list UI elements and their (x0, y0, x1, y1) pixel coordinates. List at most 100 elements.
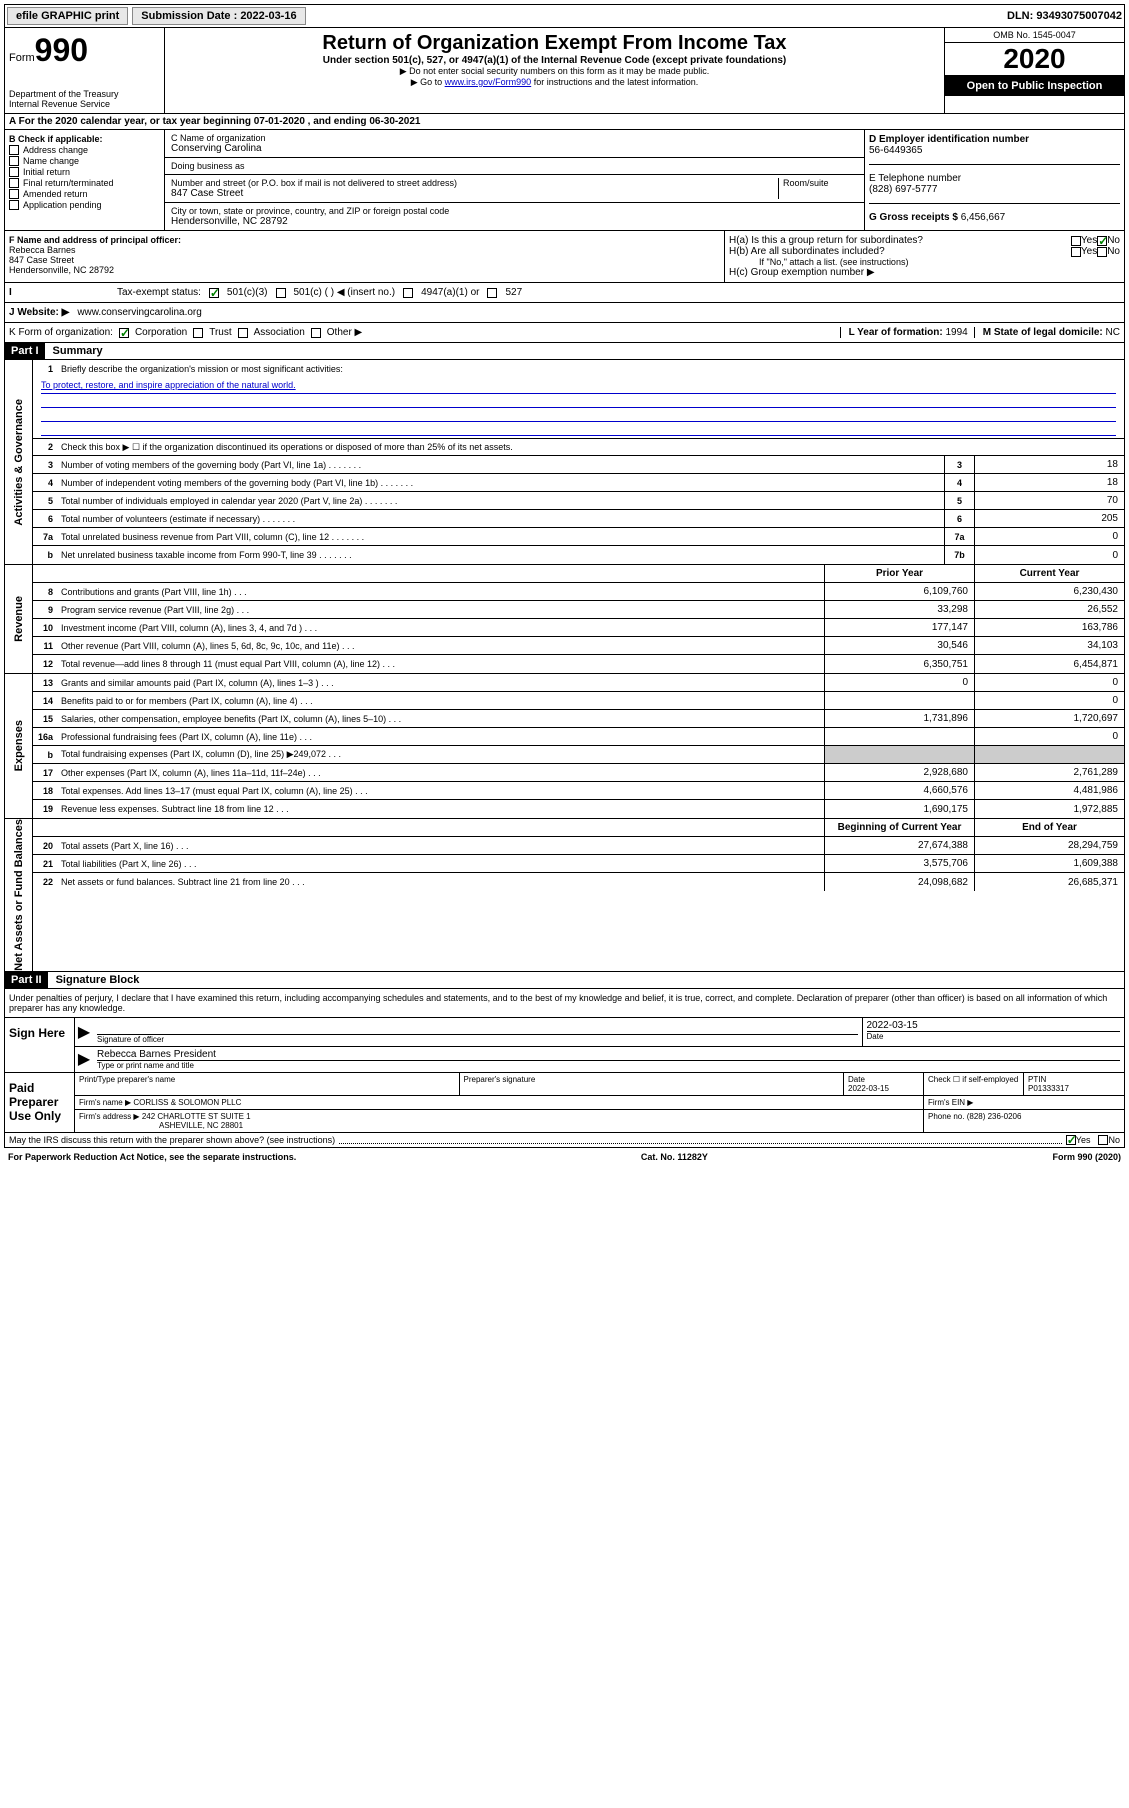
prep-self-emp: Check ☐ if self-employed (924, 1073, 1024, 1095)
irs-label: Internal Revenue Service (9, 99, 160, 109)
cb-assoc[interactable] (238, 328, 248, 338)
table-row: Number of voting members of the governin… (57, 458, 944, 472)
current-value: 34,103 (974, 637, 1124, 654)
city-label: City or town, state or province, country… (171, 206, 858, 216)
sign-date-label: Date (867, 1031, 1121, 1041)
current-value: 2,761,289 (974, 764, 1124, 781)
year-formation: 1994 (945, 327, 967, 338)
current-value: 1,609,388 (974, 855, 1124, 872)
hb-note: If "No," attach a list. (see instruction… (729, 257, 1120, 267)
sign-date: 2022-03-15 (867, 1020, 1121, 1031)
cb-other[interactable] (311, 328, 321, 338)
cb-app-pending[interactable] (9, 200, 19, 210)
side-expenses: Expenses (5, 674, 33, 818)
cb-final-return[interactable] (9, 178, 19, 188)
table-row: Total unrelated business revenue from Pa… (57, 530, 944, 544)
cb-ha-no[interactable] (1097, 236, 1107, 246)
domicile-label: M State of legal domicile: (983, 327, 1106, 338)
tax-year: 2020 (945, 43, 1124, 76)
col-current-year: Current Year (974, 565, 1124, 582)
prior-value: 30,546 (824, 637, 974, 654)
dba-label: Doing business as (171, 161, 858, 171)
phone-label: E Telephone number (869, 173, 1120, 184)
officer-addr2: Hendersonville, NC 28792 (9, 265, 720, 275)
cb-name-change[interactable] (9, 156, 19, 166)
prior-value: 6,109,760 (824, 583, 974, 600)
cb-amended[interactable] (9, 189, 19, 199)
form-number: 990 (35, 32, 88, 68)
prior-value (824, 692, 974, 709)
form-word: Form (9, 52, 35, 64)
org-name: Conserving Carolina (171, 143, 858, 154)
discuss-label: May the IRS discuss this return with the… (9, 1135, 335, 1145)
officer-print-name: Rebecca Barnes President (97, 1049, 1120, 1060)
sig-arrow-icon: ▶ (75, 1047, 93, 1072)
gross-value: 6,456,667 (961, 212, 1006, 223)
cb-hb-yes[interactable] (1071, 247, 1081, 257)
irs-link[interactable]: www.irs.gov/Form990 (445, 77, 532, 87)
cat-no: Cat. No. 11282Y (641, 1152, 708, 1162)
line-value: 205 (974, 510, 1124, 527)
table-row: Professional fundraising fees (Part IX, … (57, 730, 824, 744)
cb-501c[interactable] (276, 288, 286, 298)
prior-value: 2,928,680 (824, 764, 974, 781)
cb-trust[interactable] (193, 328, 203, 338)
cb-initial-return[interactable] (9, 167, 19, 177)
table-row: Net assets or fund balances. Subtract li… (57, 875, 824, 889)
ein-value: 56-6449365 (869, 145, 1120, 156)
table-row: Net unrelated business taxable income fr… (57, 548, 944, 562)
website-label: J Website: ▶ (9, 307, 69, 318)
prior-value: 1,690,175 (824, 800, 974, 818)
paid-preparer-label: Paid Preparer Use Only (5, 1073, 75, 1132)
cb-hb-no[interactable] (1097, 247, 1107, 257)
submission-date-button[interactable]: Submission Date : 2022-03-16 (132, 7, 305, 25)
officer-name: Rebecca Barnes (9, 245, 720, 255)
current-value: 0 (974, 728, 1124, 745)
ptin-value: P01333317 (1028, 1084, 1120, 1093)
side-revenue: Revenue (5, 565, 33, 673)
table-row: Other revenue (Part VIII, column (A), li… (57, 639, 824, 653)
prior-value (824, 746, 974, 763)
table-row: Total assets (Part X, line 16) . . . (57, 839, 824, 853)
cb-discuss-yes[interactable] (1066, 1135, 1076, 1145)
cb-527[interactable] (487, 288, 497, 298)
cb-address-change[interactable] (9, 145, 19, 155)
efile-print-button[interactable]: efile GRAPHIC print (7, 7, 128, 25)
current-value: 1,972,885 (974, 800, 1124, 818)
officer-sig-label: Signature of officer (97, 1034, 858, 1044)
prior-value (824, 728, 974, 745)
table-row: Total liabilities (Part X, line 26) . . … (57, 857, 824, 871)
cb-ha-yes[interactable] (1071, 236, 1081, 246)
sign-here-label: Sign Here (5, 1018, 75, 1072)
prior-value: 27,674,388 (824, 837, 974, 854)
table-row: Total number of individuals employed in … (57, 494, 944, 508)
cb-4947[interactable] (403, 288, 413, 298)
dept-label: Department of the Treasury (9, 89, 160, 99)
prep-sig-label: Preparer's signature (460, 1073, 845, 1095)
ha-label: H(a) Is this a group return for subordin… (729, 235, 1071, 246)
prior-value: 24,098,682 (824, 873, 974, 891)
table-row: Other expenses (Part IX, column (A), lin… (57, 766, 824, 780)
prior-value: 0 (824, 674, 974, 691)
table-row: Total number of volunteers (estimate if … (57, 512, 944, 526)
cb-corp[interactable] (119, 328, 129, 338)
phone-value: (828) 697-5777 (869, 184, 1120, 195)
prep-name-label: Print/Type preparer's name (75, 1073, 460, 1095)
prior-value: 3,575,706 (824, 855, 974, 872)
cb-discuss-no[interactable] (1098, 1135, 1108, 1145)
cb-501c3[interactable] (209, 288, 219, 298)
open-public-badge: Open to Public Inspection (945, 76, 1124, 96)
year-formation-label: L Year of formation: (849, 327, 946, 338)
side-net-assets: Net Assets or Fund Balances (5, 819, 33, 971)
prior-value: 177,147 (824, 619, 974, 636)
table-row: Total revenue—add lines 8 through 11 (mu… (57, 657, 824, 671)
form-footer: Form 990 (2020) (1052, 1152, 1121, 1162)
room-label: Room/suite (778, 178, 858, 199)
part2-title: Signature Block (48, 972, 148, 988)
table-row: Number of independent voting members of … (57, 476, 944, 490)
current-value: 6,230,430 (974, 583, 1124, 600)
table-row: Salaries, other compensation, employee b… (57, 712, 824, 726)
line-value: 18 (974, 474, 1124, 491)
table-row: Contributions and grants (Part VIII, lin… (57, 585, 824, 599)
firm-ein-label: Firm's EIN ▶ (924, 1096, 1124, 1109)
